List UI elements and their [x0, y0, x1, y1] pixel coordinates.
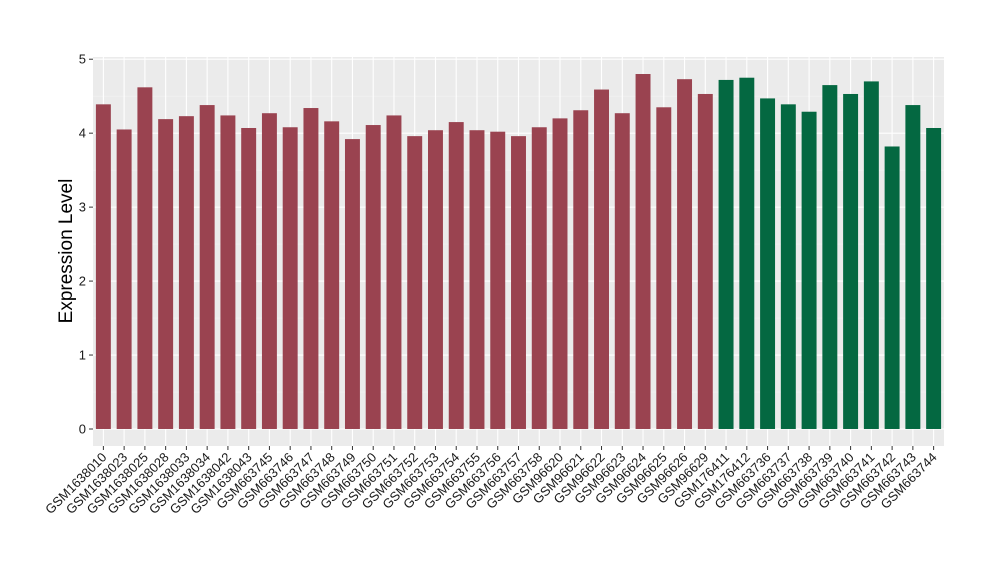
bar — [448, 122, 464, 429]
y-tick-label: 2 — [79, 274, 86, 289]
y-tick-label: 4 — [79, 126, 86, 141]
bar — [552, 118, 568, 429]
bar — [199, 105, 215, 429]
y-axis: 0 1 2 3 4 5 — [79, 52, 93, 436]
y-axis-title: Expression Level — [56, 179, 77, 324]
x-axis: GSM1638010GSM1638023GSM1638025GSM1638028… — [42, 446, 940, 517]
bar — [178, 116, 194, 429]
y-tick-label: 1 — [79, 348, 86, 363]
bar — [760, 98, 776, 429]
bar — [386, 115, 402, 429]
bar — [428, 130, 443, 429]
bar — [677, 79, 693, 429]
y-tick-label: 5 — [79, 52, 86, 67]
bar — [801, 111, 817, 429]
bar — [261, 113, 277, 429]
bar — [697, 93, 713, 429]
bar — [884, 146, 900, 429]
bar — [926, 127, 942, 429]
bar — [739, 77, 755, 429]
bar — [614, 113, 630, 429]
bar — [843, 93, 859, 429]
bar — [594, 89, 609, 429]
bar — [282, 127, 298, 429]
bar — [511, 136, 526, 429]
bar — [822, 85, 838, 429]
bar — [573, 110, 589, 429]
bar — [137, 87, 153, 429]
bar — [718, 79, 734, 429]
bar — [303, 108, 319, 429]
y-tick-label: 3 — [79, 200, 86, 215]
bar — [365, 125, 381, 429]
y-tick-label: 0 — [79, 421, 86, 436]
bar — [158, 119, 174, 429]
bar — [469, 130, 485, 429]
bar — [905, 105, 921, 429]
bar — [116, 129, 132, 429]
bar — [490, 131, 506, 429]
bar — [780, 104, 796, 429]
bar — [407, 136, 423, 429]
bar — [241, 127, 257, 429]
bar — [95, 104, 111, 429]
bars — [95, 74, 942, 429]
bar — [344, 139, 360, 429]
bar — [863, 81, 879, 429]
bar — [220, 115, 236, 429]
bar — [656, 107, 672, 429]
bar — [324, 121, 340, 429]
bar — [635, 74, 651, 429]
bar — [531, 127, 547, 429]
